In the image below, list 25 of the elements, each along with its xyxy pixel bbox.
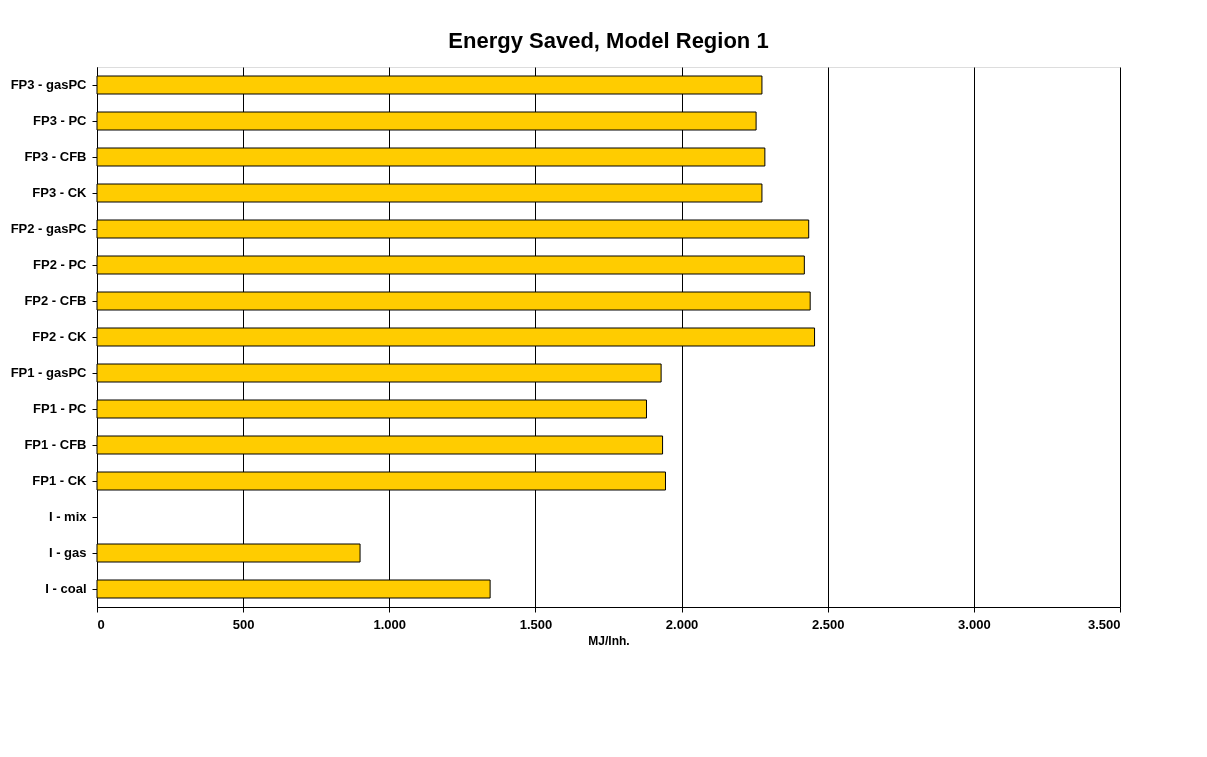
- y-tick-label: FP1 - CFB: [24, 437, 87, 452]
- y-tick-label: FP2 - CFB: [24, 293, 87, 308]
- y-tick-label: FP1 - PC: [33, 401, 88, 416]
- y-tick-label: FP3 - PC: [33, 113, 88, 128]
- x-tick-label: 500: [232, 616, 255, 632]
- y-tick-label: FP3 - CK: [32, 185, 88, 200]
- x-tick-label: 2.000: [665, 616, 699, 632]
- y-tick-label: FP3 - gasPC: [10, 77, 88, 92]
- x-tick-label: 3.500: [1087, 616, 1121, 632]
- y-tick-label: FP2 - PC: [33, 257, 88, 272]
- x-tick-label: 1.000: [373, 616, 407, 632]
- x-tick-label: 2.500: [811, 616, 845, 632]
- x-axis-title: MJ/Inh.: [588, 633, 630, 648]
- x-tick-label: 3.000: [958, 616, 991, 632]
- y-tick-label: FP3 - CFB: [24, 149, 87, 164]
- x-tick-label: 0: [97, 616, 105, 632]
- x-tick-label: 1.500: [519, 616, 553, 632]
- y-tick-label: FP1 - gasPC: [10, 365, 88, 380]
- y-tick-label: FP2 - gasPC: [10, 221, 88, 236]
- y-tick-label: FP2 - CK: [32, 329, 88, 344]
- y-tick-label: FP1 - CK: [32, 473, 88, 488]
- y-tick-label: I - gas: [48, 545, 87, 560]
- chart-title: Energy Saved, Model Region 1: [448, 28, 769, 53]
- y-tick-label: I - coal: [45, 581, 87, 596]
- y-tick-label: I - mix: [48, 509, 88, 524]
